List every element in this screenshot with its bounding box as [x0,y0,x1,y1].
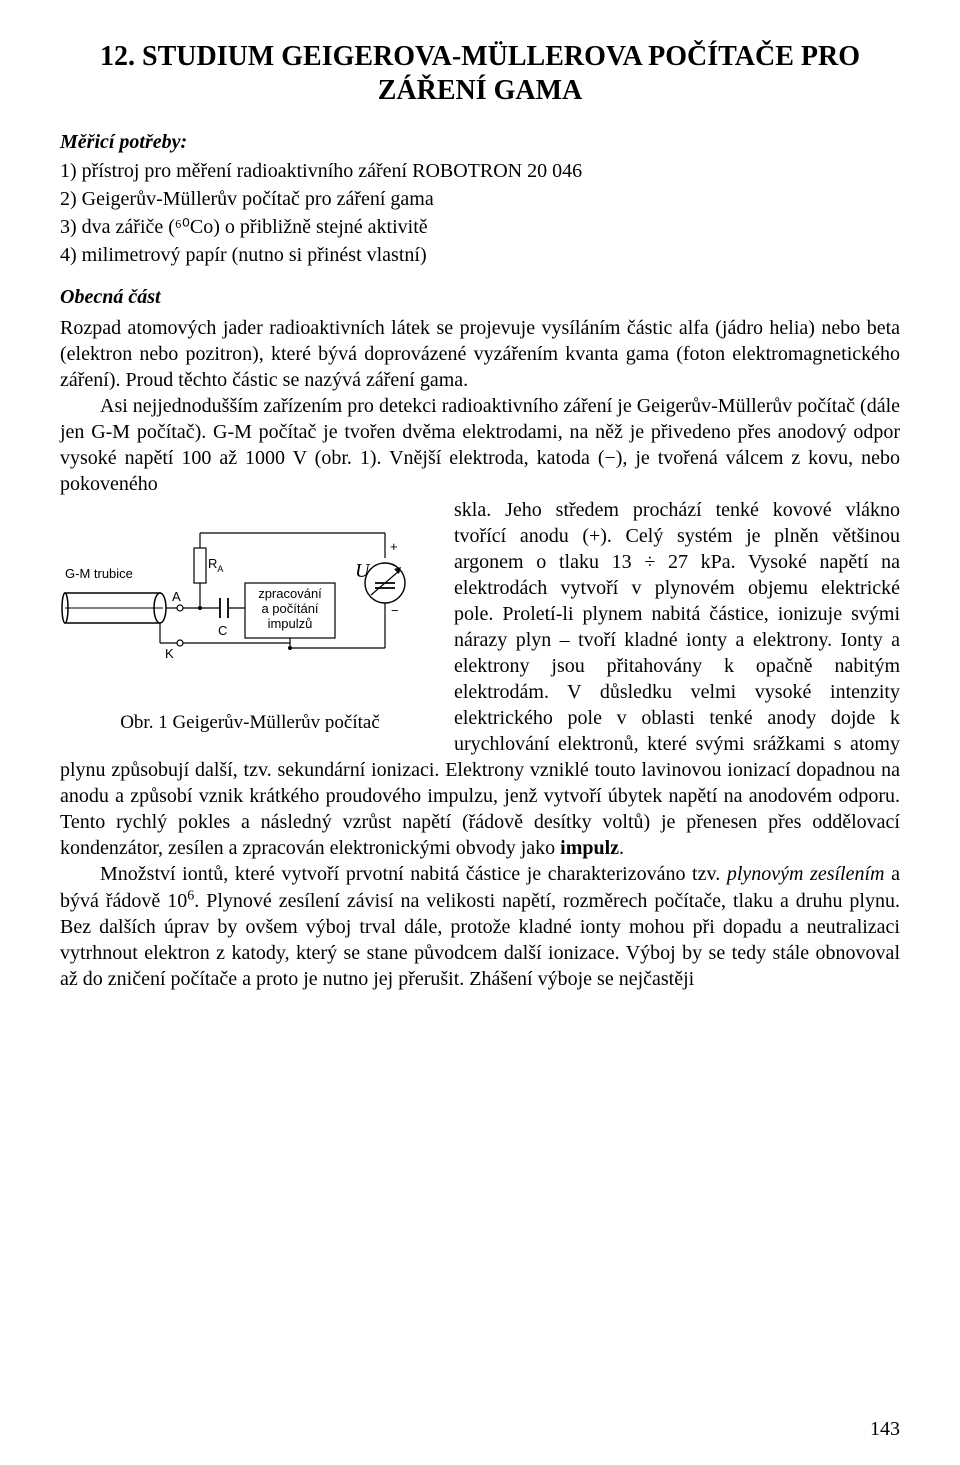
box-line3: impulzů [268,616,313,631]
ra-label: RA [208,556,223,574]
equipment-list: 1) přístroj pro měření radioaktivního zá… [60,158,900,268]
list-item: 3) dva zářiče (⁶⁰Co) o přibližně stejné … [84,214,900,240]
list-item: 4) milimetrový papír (nutno si přinést v… [84,242,900,268]
equipment-label: Měřicí potřeby: [60,131,900,154]
u-label: U [355,560,371,582]
gm-tube-label: G-M trubice [65,566,133,581]
k-label: K [165,646,174,661]
figure-1: G-M trubice A K RA + [60,503,440,734]
a-label: A [172,589,181,604]
page-number: 143 [870,1418,900,1441]
box-line2: a počítání [261,601,318,616]
figure-caption: Obr. 1 Geigerův-Müllerův počítač [60,712,440,734]
dash-label: − [391,603,399,618]
paragraph-4: Množství iontů, které vytvoří prvotní na… [60,861,900,992]
page-title: 12. STUDIUM GEIGEROVA-MÜLLEROVA POČÍTAČE… [60,40,900,107]
general-label: Obecná část [60,286,900,309]
list-item: 1) přístroj pro měření radioaktivního zá… [84,158,900,184]
paragraph-1: Rozpad atomových jader radioaktivních lá… [60,315,900,393]
plus-label: + [390,539,398,554]
paragraph-2: Asi nejjednodušším zařízením pro detekci… [60,393,900,497]
c-label: C [218,623,227,638]
box-line1: zpracování [258,586,322,601]
list-item: 2) Geigerův-Müllerův počítač pro záření … [84,186,900,212]
circuit-diagram: G-M trubice A K RA + [60,503,440,703]
